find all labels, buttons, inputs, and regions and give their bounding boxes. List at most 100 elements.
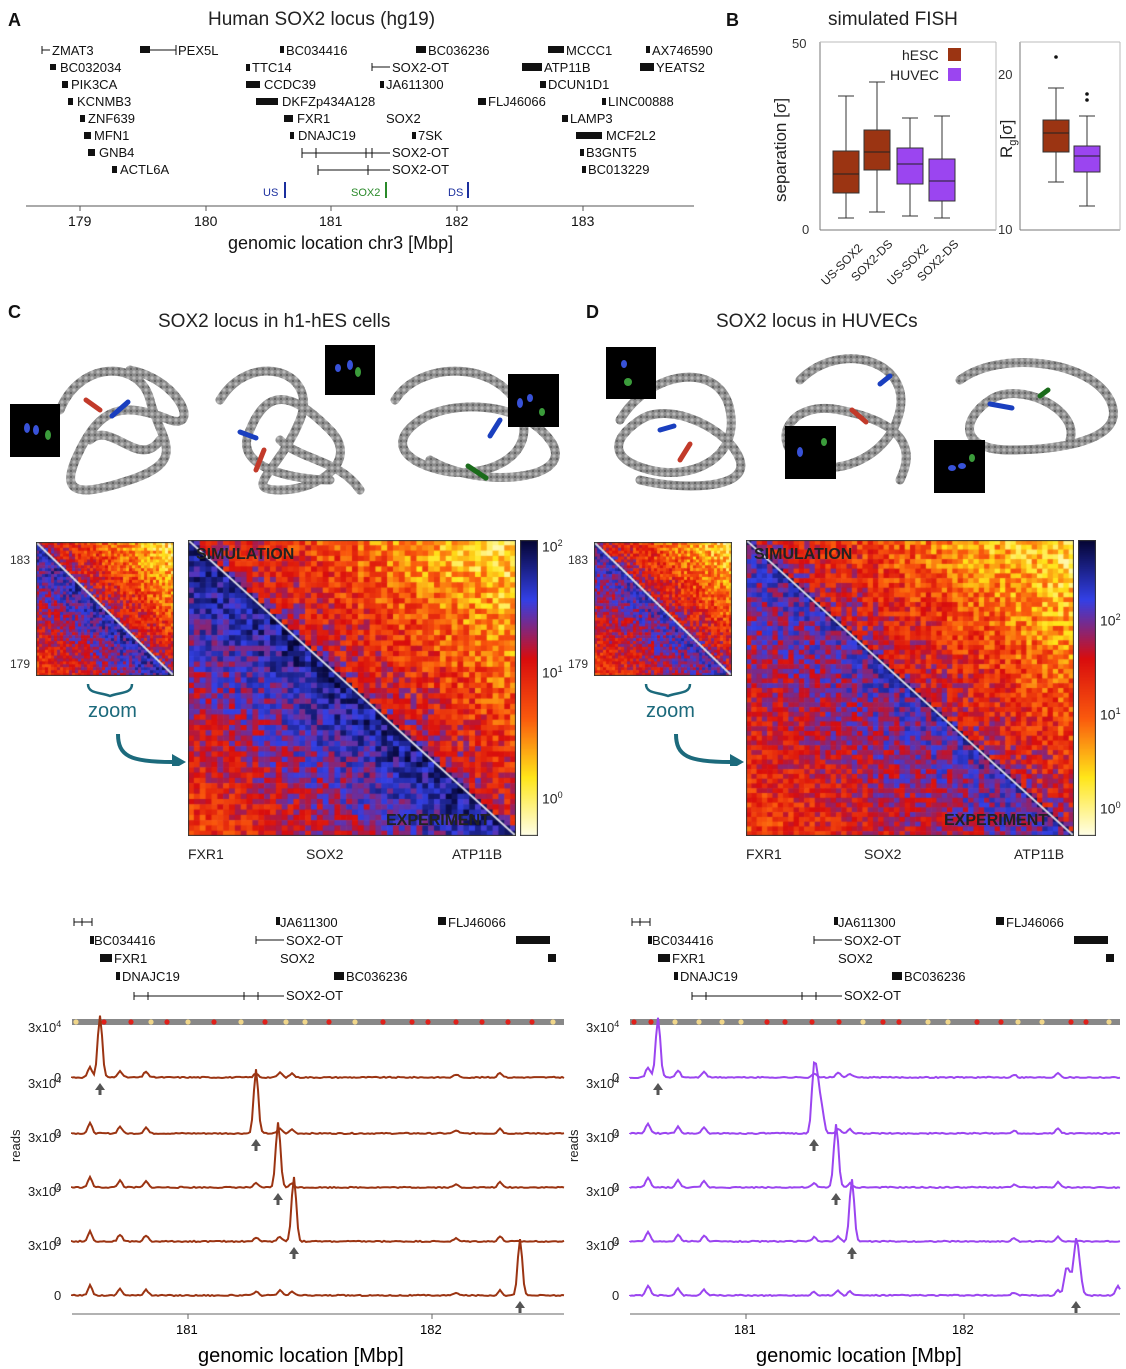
svg-text:50: 50 [792, 36, 806, 51]
label-sox2-c: SOX2 [306, 846, 344, 862]
panel-a-xlabel: genomic location chr3 [Mbp] [228, 233, 453, 253]
svg-text:JA611300: JA611300 [386, 77, 444, 92]
svg-text:0: 0 [54, 1234, 61, 1249]
svg-text:hESC: hESC [902, 47, 939, 63]
colorbar-c-label-2: 102 [542, 538, 563, 555]
zoom-label-c: zoom [88, 700, 137, 722]
reads-label-right: reads [566, 1129, 581, 1162]
gene-label: GNB4 [99, 145, 134, 160]
svg-text:DNAJC19: DNAJC19 [122, 969, 180, 984]
zoom-arrow-d [644, 683, 744, 766]
svg-text:DNAJC19: DNAJC19 [680, 969, 738, 984]
svg-text:0: 0 [612, 1180, 619, 1195]
svg-text:SOX2-OT: SOX2-OT [844, 933, 901, 948]
panel-d-title: SOX2 locus in HUVECs [716, 311, 918, 332]
inset-c-tick-bottom: 179 [10, 657, 31, 671]
svg-text:179: 179 [68, 213, 92, 229]
svg-text:LAMP3: LAMP3 [570, 111, 613, 126]
svg-text:SOX2-OT: SOX2-OT [392, 162, 449, 177]
read-tracks: JA611300 FLJ46066 BC034416 SOX2-OT FXR1 … [8, 915, 1121, 1367]
svg-text:FLJ46066: FLJ46066 [1006, 915, 1064, 930]
panel-d-letter: D [586, 302, 599, 322]
svg-text:SOX2: SOX2 [838, 951, 873, 966]
marker-ds: DS [448, 187, 463, 199]
svg-text:BC036236: BC036236 [346, 969, 407, 984]
svg-text:DNAJC19: DNAJC19 [298, 128, 356, 143]
svg-text:DKFZp434A128: DKFZp434A128 [282, 94, 375, 109]
track-y-ticks: 3x10403x10403x10403x10403x10403x10403x10… [28, 1019, 619, 1303]
label-sox2-d: SOX2 [864, 846, 902, 862]
svg-text:CCDC39: CCDC39 [264, 77, 316, 92]
gene-label: ZMAT3 [52, 43, 94, 58]
panel-b-ylabel-left: separation [σ] [771, 98, 790, 202]
gene-label: ACTL6A [120, 162, 169, 177]
svg-text:183: 183 [571, 213, 595, 229]
gene-label: PIK3CA [71, 77, 118, 92]
panel-a-letter: A [8, 10, 21, 30]
svg-text:3x104: 3x104 [586, 1129, 619, 1145]
gene-pex5l: PEX5L [140, 43, 218, 58]
box-rg-huvec [1073, 92, 1101, 207]
svg-text:SOX2-OT: SOX2-OT [286, 933, 343, 948]
svg-text:0: 0 [612, 1126, 619, 1141]
exp-label-c: EXPERIMENT [386, 812, 491, 829]
bead-markers-left [73, 1019, 556, 1025]
bead-markers-right [631, 1019, 1112, 1025]
svg-text:SOX2-OT: SOX2-OT [286, 988, 343, 1003]
track-curves-right [629, 1017, 1121, 1298]
panel-b-ylabel-right: Rg[σ] [997, 120, 1019, 158]
svg-text:MCF2L2: MCF2L2 [606, 128, 656, 143]
svg-text:FXR1: FXR1 [297, 111, 330, 126]
svg-text:182: 182 [420, 1322, 442, 1337]
svg-text:FLJ46066: FLJ46066 [488, 94, 546, 109]
gene-col3: BC036236 SOX2-OT JA611300 SOX2 7SK SOX2-… [301, 43, 489, 177]
panel-b-title: simulated FISH [828, 9, 958, 30]
gene-col1: ZMAT3 BC032034 PIK3CA KCNMB3 ZNF639 MFN1… [41, 43, 169, 177]
reads-label-left: reads [8, 1129, 23, 1162]
svg-text:JA611300: JA611300 [280, 915, 338, 930]
svg-text:3x104: 3x104 [28, 1129, 61, 1145]
svg-text:JA611300: JA611300 [838, 915, 896, 930]
svg-text:182: 182 [952, 1322, 974, 1337]
polymer-d1 [614, 372, 746, 491]
inset-heatmap-d [594, 542, 732, 676]
svg-text:3x104: 3x104 [586, 1237, 619, 1253]
box-us-sox2-hesc [832, 95, 860, 219]
polymer-d3 [955, 358, 1118, 455]
svg-text:BC034416: BC034416 [94, 933, 155, 948]
gene-label: ZNF639 [88, 111, 135, 126]
svg-text:HUVEC: HUVEC [890, 67, 939, 83]
svg-text:3x104: 3x104 [586, 1075, 619, 1091]
gene-label: BC032034 [60, 60, 121, 75]
gene-label: KCNMB3 [77, 94, 131, 109]
svg-text:BC034416: BC034416 [652, 933, 713, 948]
track-xlabel-left: genomic location [Mbp] [198, 1345, 404, 1367]
svg-text:FXR1: FXR1 [114, 951, 147, 966]
locus-markers: US SOX2 DS [263, 182, 469, 199]
svg-text:3x104: 3x104 [28, 1019, 61, 1035]
svg-text:3x104: 3x104 [28, 1183, 61, 1199]
svg-text:SOX2: SOX2 [386, 111, 421, 126]
panel-b-boxplots: 50 0 separation [σ] hESC HUVEC US-SOX2 S… [771, 36, 1121, 288]
marker-us: US [263, 187, 278, 199]
legend-swatch-hesc [948, 48, 961, 61]
svg-text:SOX2-OT: SOX2-OT [392, 145, 449, 160]
legend-swatch-huvec [948, 68, 961, 81]
svg-text:SOX2: SOX2 [280, 951, 315, 966]
polymer-c2 [215, 366, 365, 495]
track-xlabel-right: genomic location [Mbp] [756, 1345, 962, 1367]
gene-col4: MCCC1 ATP11B DCUN1D1 LAMP3 MCF2L2 B3GNT5… [522, 43, 656, 177]
label-atp11b-d: ATP11B [1014, 846, 1065, 862]
polymer-renders [10, 345, 1118, 495]
inset-d-tick-top: 183 [568, 553, 589, 567]
panel-a-gene-map: ZMAT3 BC032034 PIK3CA KCNMB3 ZNF639 MFN1… [26, 43, 713, 253]
svg-text:YEATS2: YEATS2 [656, 60, 705, 75]
svg-text:0: 0 [54, 1070, 61, 1085]
label-atp11b-c: ATP11B [452, 846, 503, 862]
sim-label-c: SIMULATION [196, 546, 295, 563]
svg-text:FXR1: FXR1 [672, 951, 705, 966]
svg-text:0: 0 [612, 1234, 619, 1249]
panel-a-axis: 179 180 181 182 183 genomic location chr… [26, 205, 694, 253]
colorbar-c-label-0: 100 [542, 790, 563, 807]
panel-c-title: SOX2 locus in h1-hES cells [158, 311, 391, 332]
